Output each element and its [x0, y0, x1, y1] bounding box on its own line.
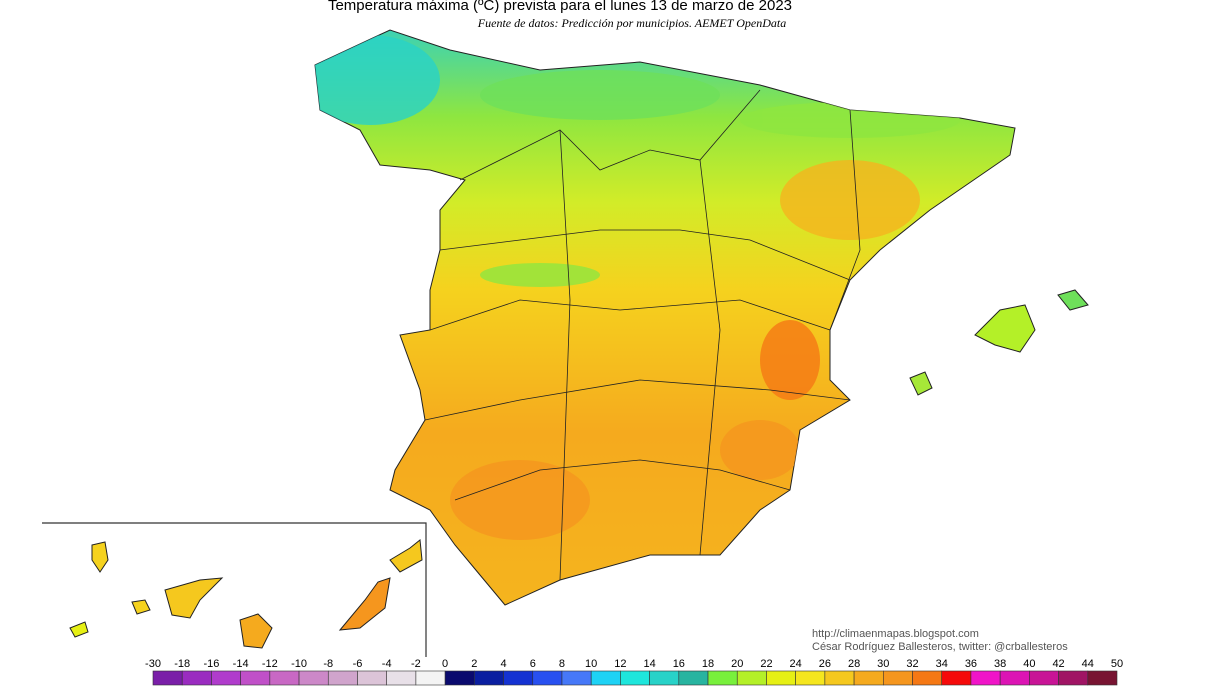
legend-label: 50: [1111, 658, 1123, 670]
legend-label: -14: [233, 658, 249, 670]
legend-label: 6: [530, 658, 536, 670]
legend-swatch: [1029, 670, 1059, 686]
legend-swatch: [649, 670, 680, 686]
legend-swatch: [181, 670, 212, 686]
legend-label: -4: [382, 658, 392, 670]
legend-label: 36: [965, 658, 977, 670]
legend-label: 38: [994, 658, 1006, 670]
credit-url: http://climaenmapas.blogspot.com: [812, 628, 979, 640]
legend-swatch: [736, 670, 767, 686]
legend-label: 28: [848, 658, 860, 670]
legend-swatch: [415, 670, 446, 686]
legend-label: 12: [614, 658, 626, 670]
legend-label: 32: [906, 658, 918, 670]
legend-swatch: [327, 670, 358, 686]
legend-label: 42: [1052, 658, 1064, 670]
legend-label: 16: [673, 658, 685, 670]
legend-swatch: [474, 670, 504, 686]
legend-label: -30: [145, 658, 161, 670]
legend-label: 26: [819, 658, 831, 670]
legend-swatch: [1058, 670, 1089, 686]
legend-swatch: [503, 670, 534, 686]
legend-label: -12: [262, 658, 278, 670]
legend-label: -16: [203, 658, 219, 670]
legend-swatch: [386, 670, 417, 686]
legend-label: -18: [174, 658, 190, 670]
legend-label: -6: [353, 658, 363, 670]
legend-swatch: [152, 670, 183, 686]
map-title: Temperatura máxima (ºC) prevista para el…: [328, 0, 792, 14]
legend-swatch: [766, 670, 796, 686]
legend-label: 0: [442, 658, 448, 670]
legend-swatch: [620, 670, 650, 686]
legend-swatch: [590, 670, 621, 686]
legend-label: 24: [790, 658, 802, 670]
canary-inset: [42, 522, 427, 657]
legend-swatch: [561, 670, 592, 686]
legend-swatch: [357, 670, 387, 686]
legend-swatch: [211, 670, 241, 686]
legend-swatch: [941, 670, 972, 686]
map-subtitle: Fuente de datos: Predicción por municipi…: [477, 16, 786, 30]
legend-label: 44: [1082, 658, 1094, 670]
legend-swatch: [532, 670, 563, 686]
legend-label: 8: [559, 658, 565, 670]
legend-swatch: [678, 670, 709, 686]
legend-swatch: [298, 670, 329, 686]
legend-label: 2: [471, 658, 477, 670]
legend-label: 14: [643, 658, 655, 670]
legend-label: 22: [760, 658, 772, 670]
legend-swatch: [269, 670, 300, 686]
legend-label: -8: [323, 658, 333, 670]
legend-label: -10: [291, 658, 307, 670]
legend-swatch: [853, 670, 884, 686]
legend-swatch: [795, 670, 826, 686]
legend-swatch: [912, 670, 943, 686]
legend-swatch: [824, 670, 855, 686]
legend-swatch: [1087, 670, 1118, 686]
legend-label: 18: [702, 658, 714, 670]
legend-label: 40: [1023, 658, 1035, 670]
legend-swatch: [970, 670, 1001, 686]
legend-swatch: [883, 670, 913, 686]
credit-author: César Rodríguez Ballesteros, twitter: @c…: [812, 641, 1068, 653]
legend-swatch: [240, 670, 271, 686]
legend-label: 4: [500, 658, 506, 670]
legend-swatch: [444, 670, 475, 686]
legend-label: 30: [877, 658, 889, 670]
legend-label: 10: [585, 658, 597, 670]
legend-label: 34: [936, 658, 948, 670]
spain-map: [314, 29, 1089, 606]
color-legend: -30 -18 -16 -14 -12 -10 -8 -6 -4 -2 0 2 4 6 8 10 12 14 16 1…: [145, 658, 1123, 686]
legend-label: -2: [411, 658, 421, 670]
legend-swatch: [999, 670, 1030, 686]
legend-label: 20: [731, 658, 743, 670]
legend-swatch: [707, 670, 738, 686]
